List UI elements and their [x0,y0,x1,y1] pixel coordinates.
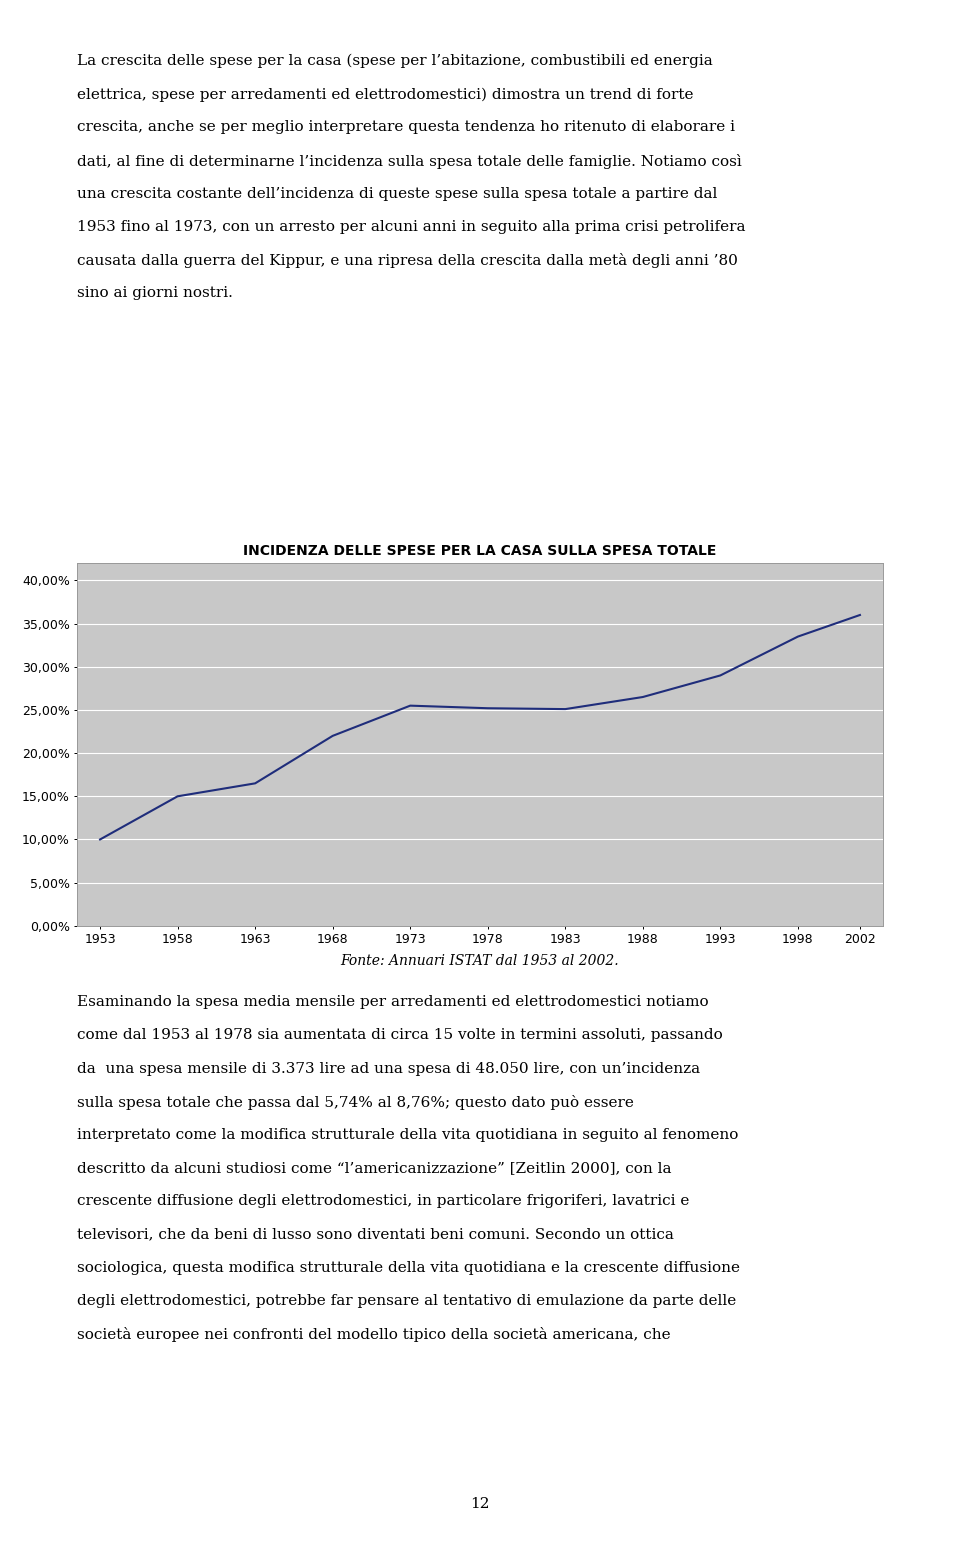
Text: interpretato come la modifica strutturale della vita quotidiana in seguito al fe: interpretato come la modifica struttural… [77,1128,738,1142]
Text: descritto da alcuni studiosi come “l’americanizzazione” [Zeitlin 2000], con la: descritto da alcuni studiosi come “l’ame… [77,1160,671,1176]
Text: come dal 1953 al 1978 sia aumentata di circa 15 volte in termini assoluti, passa: come dal 1953 al 1978 sia aumentata di c… [77,1028,723,1043]
Text: Fonte: Annuari ISTAT dal 1953 al 2002.: Fonte: Annuari ISTAT dal 1953 al 2002. [341,954,619,967]
Text: una crescita costante dell’incidenza di queste spese sulla spesa totale a partir: una crescita costante dell’incidenza di … [77,187,717,201]
Text: 12: 12 [470,1497,490,1512]
Text: società europee nei confronti del modello tipico della società americana, che: società europee nei confronti del modell… [77,1327,670,1342]
Text: La crescita delle spese per la casa (spese per l’abitazione, combustibili ed ene: La crescita delle spese per la casa (spe… [77,54,712,68]
Text: crescita, anche se per meglio interpretare questa tendenza ho ritenuto di elabor: crescita, anche se per meglio interpreta… [77,120,734,134]
Text: sino ai giorni nostri.: sino ai giorni nostri. [77,287,232,301]
Text: degli elettrodomestici, potrebbe far pensare al tentativo di emulazione da parte: degli elettrodomestici, potrebbe far pen… [77,1293,736,1308]
Text: Esaminando la spesa media mensile per arredamenti ed elettrodomestici notiamo: Esaminando la spesa media mensile per ar… [77,995,708,1009]
Text: sociologica, questa modifica strutturale della vita quotidiana e la crescente di: sociologica, questa modifica strutturale… [77,1261,740,1275]
Text: da  una spesa mensile di 3.373 lire ad una spesa di 48.050 lire, con un’incidenz: da una spesa mensile di 3.373 lire ad un… [77,1062,700,1075]
Text: sulla spesa totale che passa dal 5,74% al 8,76%; questo dato può essere: sulla spesa totale che passa dal 5,74% a… [77,1096,634,1109]
Text: 1953 fino al 1973, con un arresto per alcuni anni in seguito alla prima crisi pe: 1953 fino al 1973, con un arresto per al… [77,221,745,235]
Text: elettrica, spese per arredamenti ed elettrodomestici) dimostra un trend di forte: elettrica, spese per arredamenti ed elet… [77,86,693,102]
Text: televisori, che da beni di lusso sono diventati beni comuni. Secondo un ottica: televisori, che da beni di lusso sono di… [77,1228,674,1242]
Text: crescente diffusione degli elettrodomestici, in particolare frigoriferi, lavatri: crescente diffusione degli elettrodomest… [77,1194,689,1208]
Title: INCIDENZA DELLE SPESE PER LA CASA SULLA SPESA TOTALE: INCIDENZA DELLE SPESE PER LA CASA SULLA … [243,543,717,559]
Text: dati, al fine di determinarne l’incidenza sulla spesa totale delle famiglie. Not: dati, al fine di determinarne l’incidenz… [77,154,741,168]
Text: causata dalla guerra del Kippur, e una ripresa della crescita dalla metà degli a: causata dalla guerra del Kippur, e una r… [77,253,737,268]
